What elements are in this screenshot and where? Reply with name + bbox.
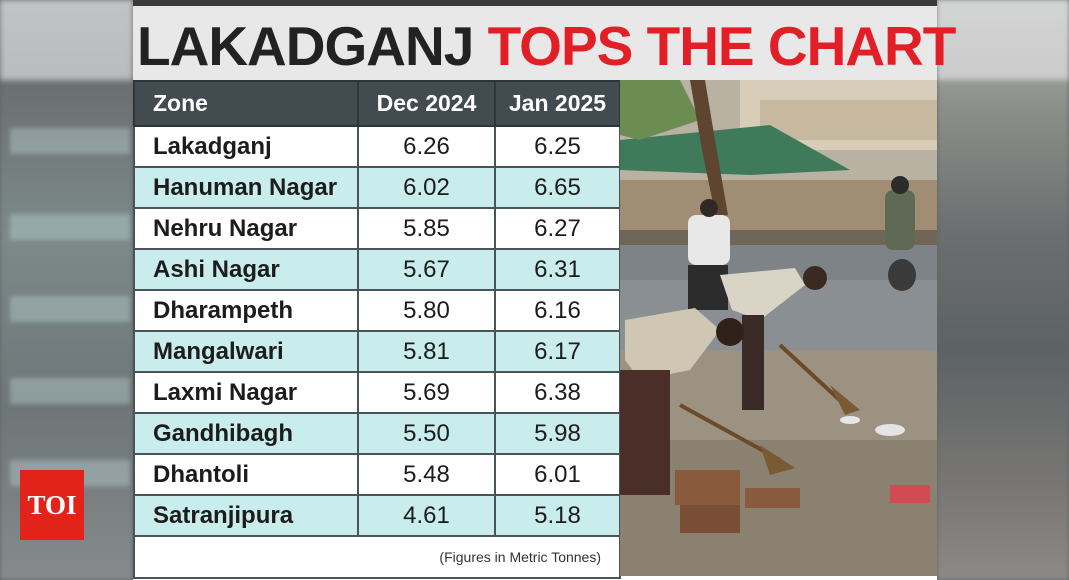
table-row: Nehru Nagar 5.85 6.27 <box>133 207 621 250</box>
zone-cell: Laxmi Nagar <box>133 371 359 414</box>
table-row: Dharampeth 5.80 6.16 <box>133 289 621 332</box>
table-row: Ashi Nagar 5.67 6.31 <box>133 248 621 291</box>
dec-value-cell: 4.61 <box>357 494 496 537</box>
dec-value-cell: 6.02 <box>357 166 496 209</box>
dec-value-cell: 5.81 <box>357 330 496 373</box>
zone-cell: Lakadganj <box>133 125 359 168</box>
table-row: Laxmi Nagar 5.69 6.38 <box>133 371 621 414</box>
dec-value-cell: 5.50 <box>357 412 496 455</box>
title-bar: LAKADGANJ TOPS THE CHART <box>133 0 956 80</box>
zone-cell: Ashi Nagar <box>133 248 359 291</box>
blurred-title-right <box>937 0 1069 80</box>
units-note: (Figures in Metric Tonnes) <box>133 535 621 579</box>
jan-value-cell: 6.01 <box>494 453 621 496</box>
blurred-background-right <box>937 0 1069 580</box>
dec-value-cell: 5.48 <box>357 453 496 496</box>
jan-value-cell: 5.18 <box>494 494 621 537</box>
zone-cell: Dharampeth <box>133 289 359 332</box>
headline-part-2: TOPS THE CHART <box>487 15 957 77</box>
table-row: Gandhibagh 5.50 5.98 <box>133 412 621 455</box>
zone-cell: Gandhibagh <box>133 412 359 455</box>
dec-value-cell: 5.69 <box>357 371 496 414</box>
zone-cell: Mangalwari <box>133 330 359 373</box>
column-header-dec-2024: Dec 2024 <box>357 80 496 127</box>
garbage-data-table: Zone Dec 2024 Jan 2025 Lakadganj 6.26 6.… <box>133 80 621 579</box>
headline: LAKADGANJ TOPS THE CHART <box>137 15 957 77</box>
infographic-card: LAKADGANJ TOPS THE CHART Zone Dec 2024 J… <box>133 0 956 580</box>
dec-value-cell: 6.26 <box>357 125 496 168</box>
column-header-jan-2025: Jan 2025 <box>494 80 621 127</box>
jan-value-cell: 6.38 <box>494 371 621 414</box>
table-header-row: Zone Dec 2024 Jan 2025 <box>133 80 621 127</box>
headline-part-1: LAKADGANJ <box>137 15 474 77</box>
table-row: Hanuman Nagar 6.02 6.65 <box>133 166 621 209</box>
jan-value-cell: 6.31 <box>494 248 621 291</box>
dec-value-cell: 5.80 <box>357 289 496 332</box>
jan-value-cell: 6.16 <box>494 289 621 332</box>
table-note-row: (Figures in Metric Tonnes) <box>133 535 621 579</box>
jan-value-cell: 5.98 <box>494 412 621 455</box>
dec-value-cell: 5.67 <box>357 248 496 291</box>
dec-value-cell: 5.85 <box>357 207 496 250</box>
zone-cell: Satranjipura <box>133 494 359 537</box>
street-sweepers-photo <box>620 80 937 576</box>
zone-cell: Nehru Nagar <box>133 207 359 250</box>
blurred-title-left <box>0 0 133 80</box>
jan-value-cell: 6.65 <box>494 166 621 209</box>
zone-cell: Dhantoli <box>133 453 359 496</box>
table-row: Dhantoli 5.48 6.01 <box>133 453 621 496</box>
table-row: Lakadganj 6.26 6.25 <box>133 125 621 168</box>
zone-cell: Hanuman Nagar <box>133 166 359 209</box>
jan-value-cell: 6.17 <box>494 330 621 373</box>
table-row: Satranjipura 4.61 5.18 <box>133 494 621 537</box>
column-header-zone: Zone <box>133 80 359 127</box>
table-row: Mangalwari 5.81 6.17 <box>133 330 621 373</box>
jan-value-cell: 6.25 <box>494 125 621 168</box>
toi-logo: TOI <box>20 470 84 540</box>
jan-value-cell: 6.27 <box>494 207 621 250</box>
